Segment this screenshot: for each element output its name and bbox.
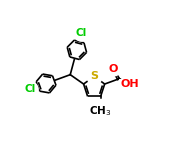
Text: OH: OH [120, 79, 139, 89]
Text: Cl: Cl [24, 84, 35, 94]
Text: Cl: Cl [76, 28, 87, 38]
Text: O: O [109, 64, 118, 74]
Text: CH$_3$: CH$_3$ [89, 104, 112, 118]
Text: S: S [90, 71, 98, 81]
